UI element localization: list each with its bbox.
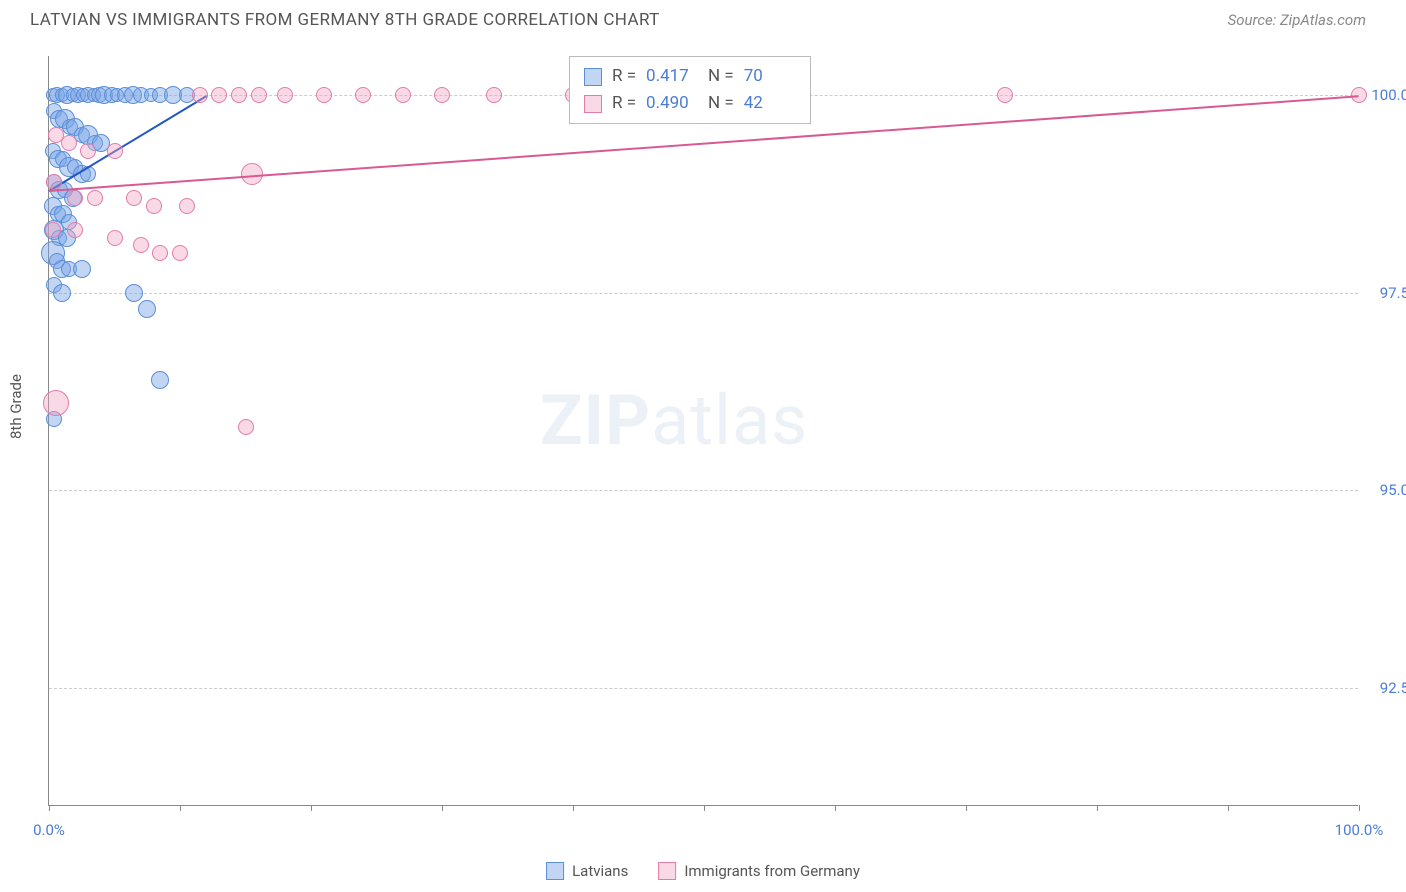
legend-swatch-icon [546, 862, 564, 880]
x-tick [573, 805, 574, 811]
x-tick [49, 805, 50, 811]
stats-row: R = 0.490 N = 42 [584, 90, 796, 117]
x-tick [180, 805, 181, 811]
y-axis-label: 8th Grade [7, 374, 25, 439]
plot-area: 92.5%95.0%97.5%100.0%0.0%100.0%R =0.417N… [48, 56, 1358, 806]
legend-item-latvians: Latvians [546, 862, 628, 880]
source-label: Source: ZipAtlas.com [1228, 11, 1366, 29]
scatter-point [61, 135, 77, 151]
stats-row: R = 0.417 N = 70 [584, 63, 796, 90]
x-tick [835, 805, 836, 811]
scatter-point [486, 87, 502, 103]
scatter-point [146, 198, 162, 214]
legend: Latvians Immigrants from Germany [546, 862, 860, 880]
legend-label: Immigrants from Germany [684, 862, 860, 880]
scatter-point [67, 190, 83, 206]
scatter-point [231, 87, 247, 103]
x-tick [1359, 805, 1360, 811]
scatter-point [395, 87, 411, 103]
n-label: N = [708, 90, 734, 117]
scatter-point [45, 222, 61, 238]
scatter-point [238, 419, 254, 435]
scatter-point [46, 174, 62, 190]
x-tick [704, 805, 705, 811]
gridline [49, 293, 1358, 294]
y-tick-label: 97.5% [1358, 284, 1406, 302]
stats-swatch-icon [584, 68, 602, 86]
scatter-point [67, 222, 83, 238]
scatter-point [133, 237, 149, 253]
scatter-point [277, 87, 293, 103]
scatter-point [107, 143, 123, 159]
scatter-point [87, 190, 103, 206]
legend-item-germany: Immigrants from Germany [658, 862, 860, 880]
scatter-point [251, 87, 267, 103]
scatter-point [997, 87, 1013, 103]
scatter-point [43, 390, 69, 416]
scatter-point [172, 245, 188, 261]
scatter-point [316, 87, 332, 103]
legend-label: Latvians [572, 862, 628, 880]
n-value: 70 [744, 63, 796, 90]
r-label: R = [612, 63, 636, 90]
r-value: 0.417 [646, 63, 698, 90]
scatter-point [151, 371, 169, 389]
scatter-point [355, 87, 371, 103]
scatter-point [107, 230, 123, 246]
legend-swatch-icon [658, 862, 676, 880]
y-tick-label: 95.0% [1358, 481, 1406, 499]
chart-title: LATVIAN VS IMMIGRANTS FROM GERMANY 8TH G… [30, 10, 660, 30]
x-tick-label: 100.0% [1335, 821, 1384, 839]
scatter-point [211, 87, 227, 103]
scatter-point [80, 143, 96, 159]
x-tick [966, 805, 967, 811]
n-value: 42 [744, 90, 796, 117]
x-tick-label: 0.0% [33, 821, 65, 839]
scatter-point [192, 87, 208, 103]
scatter-point [179, 198, 195, 214]
x-tick [1228, 805, 1229, 811]
x-tick [311, 805, 312, 811]
stats-box: R = 0.417 N = 70 R = 0.490 N = 42 [569, 56, 811, 124]
scatter-point [125, 284, 143, 302]
x-tick [1097, 805, 1098, 811]
r-label: R = [612, 90, 636, 117]
stats-swatch-icon [584, 95, 602, 113]
scatter-point [434, 87, 450, 103]
n-label: N = [708, 63, 734, 90]
r-value: 0.490 [646, 90, 698, 117]
gridline [49, 490, 1358, 491]
x-tick [442, 805, 443, 811]
scatter-point [138, 300, 156, 318]
gridline [49, 688, 1358, 689]
scatter-point [73, 260, 91, 278]
scatter-point [126, 190, 142, 206]
scatter-point [152, 245, 168, 261]
scatter-point [53, 284, 71, 302]
y-tick-label: 92.5% [1358, 679, 1406, 697]
